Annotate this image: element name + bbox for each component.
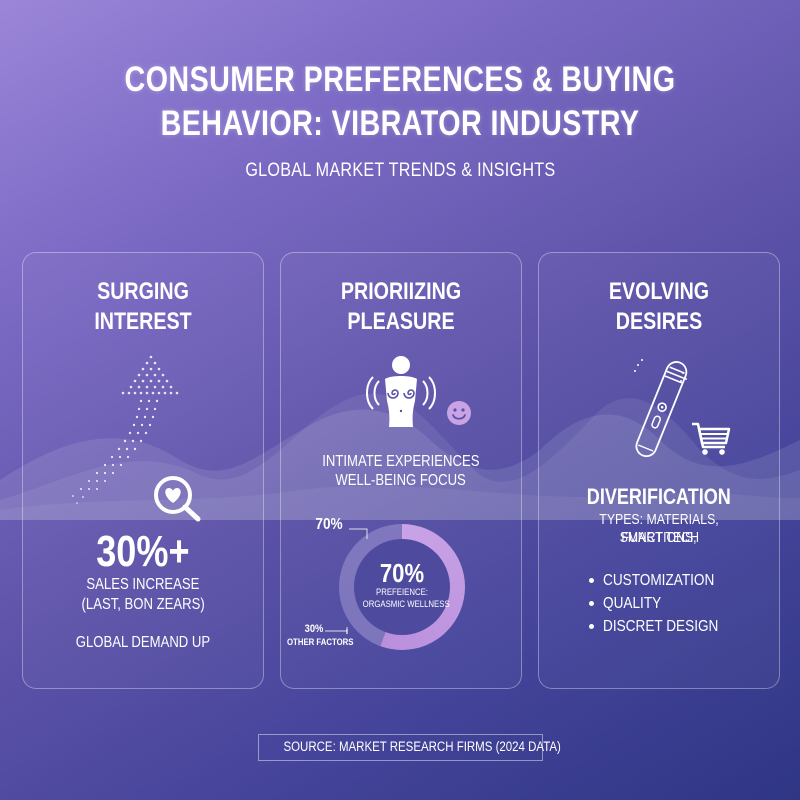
stat-footnote: GLOBAL DEMAND UP	[75, 634, 211, 651]
page-title: CONSUMER PREFERENCES & BUYING BEHAVIOR: …	[0, 58, 800, 146]
title-line-2: BEHAVIOR: VIBRATOR INDUSTRY	[160, 104, 640, 143]
caption-line-2: WELL-BEING FOCUS	[335, 472, 467, 489]
callout-bottom: 30%	[304, 623, 324, 635]
caption-line-1: INTIMATE EXPERIENCES	[322, 453, 480, 470]
dotted-up-arrow-icon	[72, 355, 179, 504]
shopping-cart-icon	[692, 422, 731, 455]
card-title: SURGING INTEREST	[94, 278, 192, 335]
body-vibration-icon	[366, 356, 436, 427]
donut-label-2: ORGASMIC WELLNESS	[362, 599, 450, 610]
list-item: DISCRET DESIGN	[587, 615, 739, 638]
section-heading: DIVERIFICATION	[587, 484, 731, 509]
title-line-1: CONSUMER PREFERENCES & BUYING	[124, 60, 676, 99]
donut-label-1: PREFEIENCE:	[376, 587, 428, 598]
card-evolving-desires: EVOLVING DESIRES DIVERIFICATION TYPES: M…	[538, 252, 780, 689]
smiley-icon	[447, 401, 471, 425]
card-prioritizing-pleasure: PRIORIIZING PLEASURE INTIMATE EXPERIENCE…	[280, 252, 522, 689]
section-sub-2: SMART TECH	[619, 529, 699, 546]
source-badge: SOURCE: MARKET RESEARCH FIRMS (2024 DATA…	[258, 734, 561, 761]
stat-value: 30%+	[96, 527, 190, 576]
device-icon	[634, 359, 688, 458]
card-title: PRIORIIZING PLEASURE	[340, 278, 462, 335]
page-subtitle: GLOBAL MARKET TRENDS & INSIGHTS	[244, 160, 556, 181]
donut-center: 70% PREFEIENCE: ORGASMIC WELLNESS	[354, 539, 450, 635]
stat-label-2: (LAST, BON ZEARS)	[81, 596, 205, 613]
section-sub-1: TYPES: MATERIALS, FUNCTIONS,	[599, 511, 719, 546]
stat-label: SALES INCREASE	[86, 576, 200, 593]
callout-bottom-label: OTHER FACTORS	[287, 637, 354, 648]
list-item: CUSTOMIZATION	[587, 569, 739, 592]
callout-top-line	[349, 528, 368, 539]
donut-chart: 70% PREFEIENCE: ORGASMIC WELLNESS	[339, 524, 465, 650]
card-surging-interest: SURGING INTEREST	[22, 252, 264, 689]
donut-value: 70%	[379, 558, 425, 588]
heart-magnifier-icon	[154, 476, 201, 522]
background-waves	[0, 393, 800, 520]
callout-top: 70%	[315, 516, 343, 533]
list-item: QUALITY	[587, 592, 739, 615]
feature-list: CUSTOMIZATION QUALITY DISCRET DESIGN	[587, 569, 739, 638]
card-title: EVOLVING DESIRES	[608, 278, 710, 335]
callout-bottom-line	[325, 627, 348, 634]
